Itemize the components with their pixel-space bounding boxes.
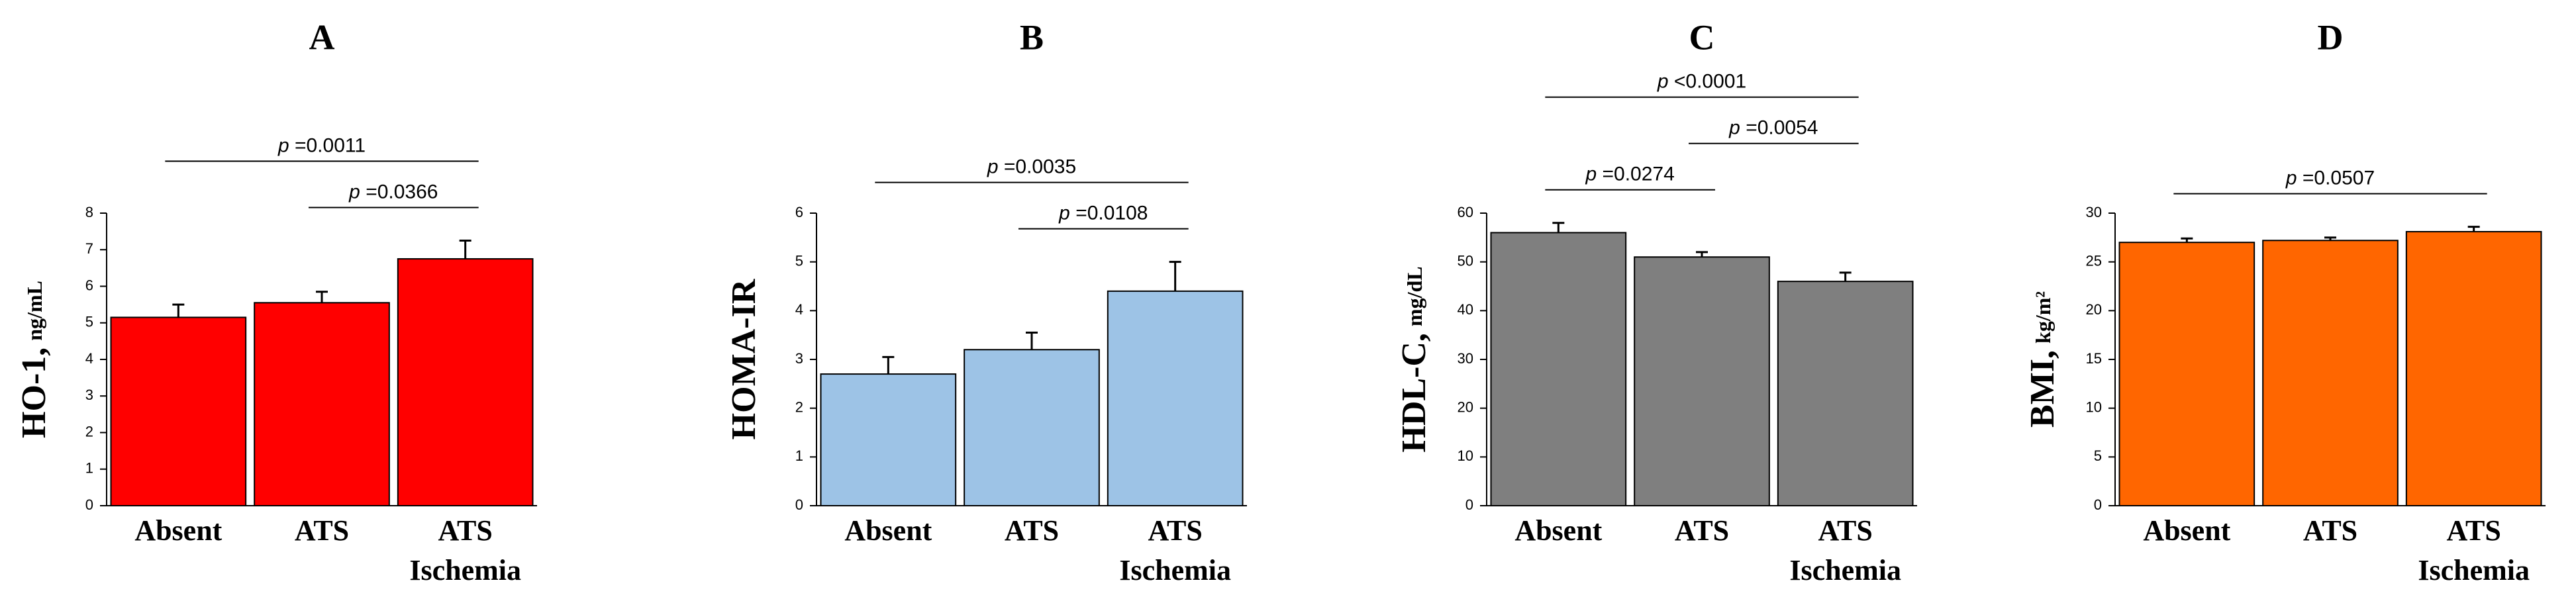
y-tick-label: 1 — [795, 447, 803, 464]
x-tick-label: ATS Ischemia — [1789, 514, 1901, 586]
p-value: p =0.0507 — [2285, 167, 2375, 189]
error-bar — [2324, 236, 2336, 241]
y-tick-label: 20 — [2086, 301, 2102, 318]
y-tick-label: 20 — [1458, 398, 1473, 415]
p-value: p =0.0274 — [1585, 163, 1675, 185]
x-tick-label: ATS Ischemia — [1119, 514, 1231, 586]
panel-title: C — [1689, 17, 1715, 57]
y-tick-label: 60 — [1458, 204, 1473, 220]
panel-title: B — [1020, 17, 1044, 57]
y-tick-label: 30 — [1458, 350, 1473, 367]
x-tick-label: ATS — [1675, 514, 1729, 547]
x-tick-label: Absent — [134, 514, 222, 547]
p-value: p =0.0366 — [348, 181, 438, 203]
y-axis-title: HOMA-IR — [725, 278, 763, 440]
y-axis-title: HO-1, — [15, 348, 53, 438]
y-tick-label: 0 — [85, 496, 93, 513]
error-bar — [1552, 222, 1565, 233]
y-tick-label: 5 — [2094, 447, 2102, 464]
y-axis-unit: ng/mL — [23, 281, 46, 341]
p-value: p =0.0054 — [1728, 117, 1818, 139]
bar — [2118, 242, 2255, 506]
bar — [1777, 281, 1914, 506]
error-bar — [1839, 271, 1852, 282]
bar — [397, 258, 534, 506]
error-bar — [172, 303, 185, 318]
bar — [254, 302, 390, 506]
y-tick-label: 0 — [1465, 496, 1473, 513]
p-value: p =0.0011 — [277, 134, 366, 156]
y-tick-label: 30 — [2086, 204, 2102, 220]
y-tick-label: 1 — [85, 460, 93, 477]
y-tick-label: 3 — [795, 350, 803, 367]
y-axis-title: BMI, — [2024, 350, 2061, 428]
bar — [2262, 240, 2399, 506]
x-tick-label: ATS — [2303, 514, 2357, 547]
y-axis-label: HOMA-IR — [725, 278, 763, 440]
y-tick-label: 4 — [795, 301, 803, 318]
y-tick-label: 6 — [795, 204, 803, 220]
y-axis-title: HDL-C, — [1395, 333, 1433, 453]
bar — [1490, 232, 1627, 506]
x-tick-label: ATS Ischemia — [409, 514, 521, 586]
y-tick-label: 10 — [2086, 398, 2102, 415]
y-axis-unit: mg/dL — [1403, 266, 1426, 326]
x-tick-label: ATS — [295, 514, 349, 547]
error-bar — [316, 291, 328, 303]
error-bar — [1169, 261, 1181, 291]
p-value: p =0.0108 — [1058, 203, 1148, 224]
y-tick-label: 2 — [85, 423, 93, 440]
x-tick-label: ATS — [1005, 514, 1059, 547]
bar — [820, 373, 957, 506]
y-axis-label: HDL-C, mg/dL — [1395, 266, 1433, 452]
error-bar — [1696, 251, 1708, 257]
bar — [110, 316, 247, 506]
y-tick-label: 40 — [1458, 301, 1473, 318]
error-bar — [459, 239, 471, 259]
y-tick-label: 5 — [795, 252, 803, 269]
y-tick-label: 0 — [2094, 496, 2102, 513]
panel-title: A — [309, 17, 335, 57]
y-tick-label: 25 — [2086, 252, 2102, 269]
bar — [964, 349, 1100, 506]
bar — [1634, 256, 1770, 506]
error-bar — [882, 355, 895, 375]
y-tick-label: 2 — [795, 398, 803, 415]
y-tick-label: 6 — [85, 277, 93, 293]
x-tick-label: Absent — [2143, 514, 2230, 547]
error-bar — [2181, 237, 2193, 243]
x-tick-label: Absent — [844, 514, 932, 547]
y-tick-label: 8 — [85, 204, 93, 220]
error-bar — [2467, 226, 2480, 232]
y-axis-unit: kg/m² — [2031, 291, 2055, 344]
x-tick-label: Absent — [1514, 514, 1602, 547]
bar — [1107, 290, 1244, 506]
y-tick-label: 50 — [1458, 252, 1473, 269]
y-tick-label: 4 — [85, 350, 93, 367]
y-tick-label: 10 — [1458, 447, 1473, 464]
y-axis-label: HO-1, ng/mL — [15, 281, 53, 438]
y-tick-label: 7 — [85, 240, 93, 257]
panel-title: D — [2318, 17, 2344, 57]
y-tick-label: 0 — [795, 496, 803, 513]
y-axis-label: BMI, kg/m² — [2024, 291, 2061, 428]
x-tick-label: ATS Ischemia — [2418, 514, 2530, 586]
y-tick-label: 5 — [85, 314, 93, 330]
error-bar — [1026, 331, 1038, 350]
p-value: p <0.0001 — [1657, 71, 1746, 93]
p-value: p =0.0035 — [987, 156, 1076, 178]
y-tick-label: 3 — [85, 387, 93, 403]
bar — [2405, 230, 2542, 506]
y-tick-label: 15 — [2086, 350, 2102, 367]
